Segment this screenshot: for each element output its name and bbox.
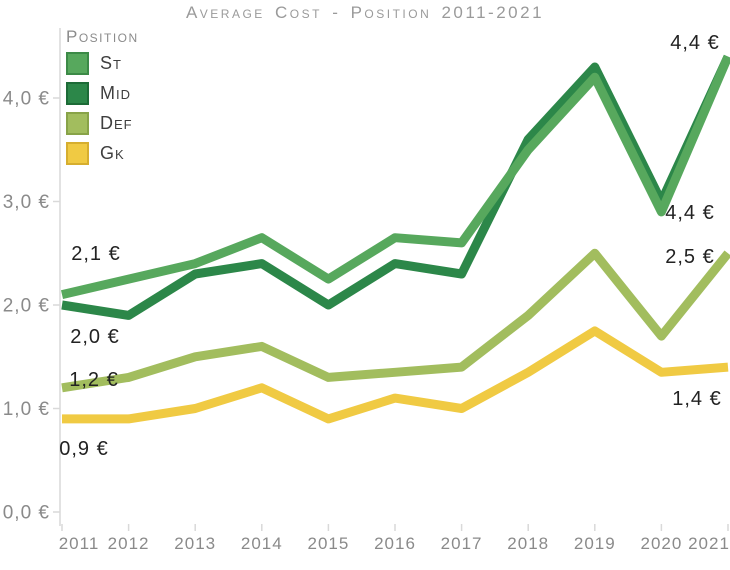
- legend-items: St Mid Def Gk: [66, 52, 139, 165]
- x-axis-tick-label: 2012: [108, 534, 150, 553]
- chart-title: Average Cost - Position 2011-2021: [185, 3, 545, 22]
- x-axis-tick-label: 2014: [241, 534, 283, 553]
- x-axis-tick-label: 2021: [688, 534, 730, 553]
- series-line-gk: [62, 326, 729, 424]
- legend-swatch-icon: [66, 52, 89, 75]
- legend-swatch-icon: [66, 112, 89, 135]
- legend-item-gk: Gk: [66, 142, 139, 165]
- legend-item-def: Def: [66, 112, 139, 135]
- legend-swatch-icon: [66, 142, 89, 165]
- legend-title: Position: [66, 27, 139, 46]
- value-label-mid: 4,4 €: [665, 202, 714, 224]
- series-line-st: [60, 54, 730, 299]
- y-axis-tick-label: 1,0 €: [3, 399, 50, 420]
- y-axis-tick-label: 4,0 €: [3, 89, 50, 110]
- legend-item-mid: Mid: [66, 82, 139, 105]
- value-label-mid: 2,0 €: [70, 326, 119, 348]
- x-axis-tick-label: 2015: [307, 534, 349, 553]
- value-label-def: 1,2 €: [69, 369, 118, 391]
- x-axis-tick-label: 2011: [59, 534, 100, 553]
- legend-item-label: St: [100, 53, 122, 73]
- x-axis-tick-label: 2013: [174, 534, 216, 553]
- value-label-st: 2,1 €: [71, 243, 120, 265]
- y-axis-tick-label: 3,0 €: [3, 192, 50, 213]
- series-line-def: [61, 248, 730, 393]
- series-line-mid: [61, 54, 730, 320]
- x-axis-tick-label: 2019: [574, 534, 616, 553]
- legend-item-label: Mid: [100, 83, 131, 103]
- legend: Position St Mid Def Gk: [66, 27, 139, 172]
- x-axis-tick-label: 2018: [507, 534, 549, 553]
- y-axis-tick-label: 0,0 €: [3, 503, 50, 524]
- value-label-gk: 1,4 €: [672, 388, 721, 410]
- y-axis-tick-label: 2,0 €: [3, 296, 50, 317]
- value-label-gk: 0,9 €: [59, 438, 108, 460]
- legend-item-label: Gk: [100, 143, 125, 163]
- x-axis-tick-label: 2017: [441, 534, 483, 553]
- legend-item-label: Def: [100, 113, 133, 133]
- legend-swatch-icon: [66, 82, 89, 105]
- value-label-def: 2,5 €: [665, 246, 714, 268]
- x-axis-tick-label: 2020: [640, 534, 682, 553]
- x-axis-tick-label: 2016: [374, 534, 416, 553]
- value-label-st: 4,4 €: [670, 32, 719, 54]
- legend-item-st: St: [66, 52, 139, 75]
